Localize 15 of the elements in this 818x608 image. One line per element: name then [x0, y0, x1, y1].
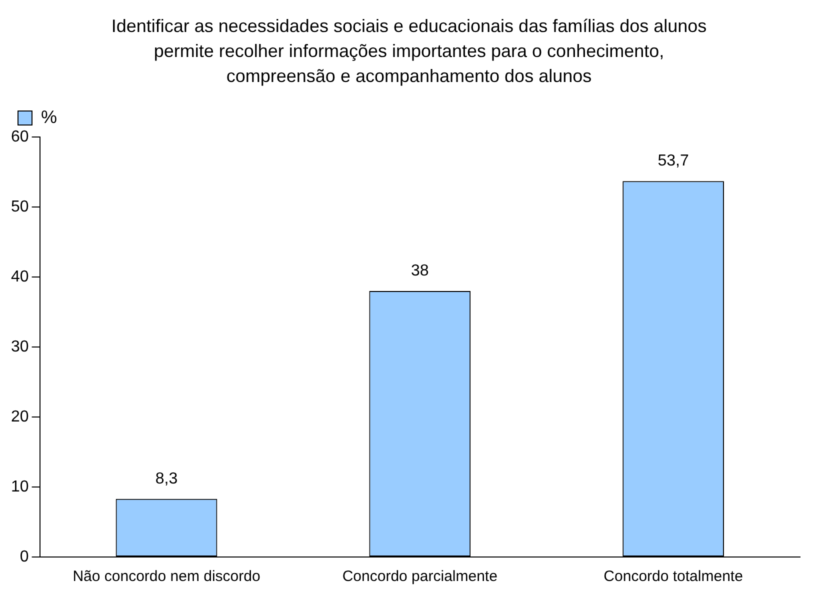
y-tick-label: 0 — [20, 548, 29, 566]
y-tick-label: 50 — [11, 198, 29, 216]
chart-title: Identificar as necessidades sociais e educacionais das famílias dos alunos permite recolher informações importantes para o conhecimento, compreensão e acompanhamento dos alunos — [110, 15, 708, 88]
y-tick-label: 60 — [11, 128, 29, 146]
legend-label: % — [41, 106, 58, 127]
data-label: 38 — [411, 262, 429, 280]
x-tick-label: Concordo totalmente — [604, 568, 743, 586]
x-tick-label: Não concordo nem discordo — [72, 568, 260, 586]
x-tick-label: Concordo parcialmente — [342, 568, 498, 586]
data-label: 53,7 — [658, 152, 689, 170]
y-tick-label: 10 — [11, 478, 29, 496]
y-tick-label: 20 — [11, 408, 29, 426]
data-label: 8,3 — [155, 470, 178, 488]
y-tick-label: 30 — [11, 338, 29, 356]
y-tick-label: 40 — [11, 268, 29, 286]
